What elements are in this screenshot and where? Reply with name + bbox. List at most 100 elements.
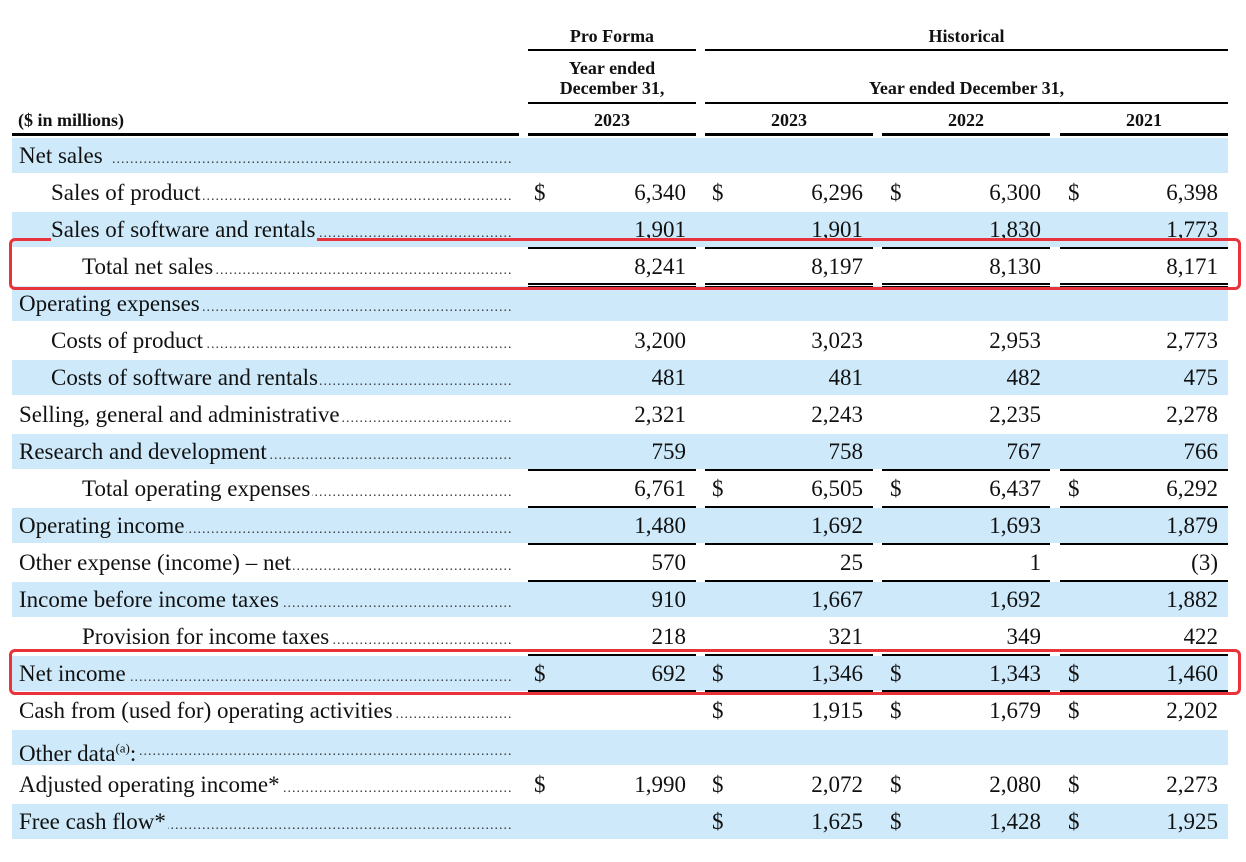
pf-year-line2: December 31, [559,78,665,98]
col-header-2021: 2021 [1126,110,1162,130]
cell-pf: 2,321 [634,402,686,427]
header-underline-2022 [882,133,1050,136]
cell-pf: 692 [651,661,687,686]
cell-h23: 3,023 [811,328,863,353]
historical-header: Historical [928,26,1005,46]
row-label-text: Cash from (used for) operating activitie… [19,698,393,723]
table-row: ........................................… [12,693,1228,728]
rule-net-income-a-0 [528,690,696,692]
rule-income-before-tax-2 [882,580,1050,582]
row-label-text: Costs of product [51,328,204,353]
cell-pf: 570 [651,550,687,575]
currency-symbol: $ [1068,809,1080,834]
cell-h23: 1,346 [811,661,863,686]
currency-symbol: $ [890,698,902,723]
currency-symbol: $ [534,180,546,205]
row-label-text: Net income [19,661,126,686]
dot-leader: ........................................… [112,189,512,204]
table-row: ........................................… [12,730,1228,765]
cell-h23: 1,915 [811,698,863,723]
row-label: Operating income [19,508,187,543]
currency-symbol: $ [1068,476,1080,501]
currency-symbol: $ [534,661,546,686]
highlight-net-income [9,649,1241,695]
cell-h22: 1,679 [989,698,1041,723]
cell-pf: 1,990 [634,772,686,797]
subtotal-rule-net-sales-2 [882,247,1050,249]
table-row: ........................................… [12,804,1228,839]
row-label-text: Other expense (income) – net [19,550,292,575]
rule-provision-2 [882,654,1050,656]
header-underline-2023 [705,133,873,136]
currency-symbol: $ [890,772,902,797]
col-header-pf-2023: 2023 [594,110,630,130]
pf-year-rule [528,102,696,104]
rule-other-expense-0 [528,543,696,545]
table-row: ........................................… [12,619,1228,654]
row-label: Net income [19,656,128,691]
rule-income-before-tax-0 [528,580,696,582]
cell-h23: 481 [828,365,864,390]
row-label-text: Other data [19,740,116,765]
rule-provision-3 [1060,654,1228,656]
rule-operating-income-0 [528,506,696,508]
row-label: Selling, general and administrative [19,397,342,432]
cell-h21: 422 [1183,624,1219,649]
total-rule-net-sales-a-0 [528,283,696,285]
header-underline-2021 [1060,133,1228,136]
table-row: ........................................… [12,508,1228,543]
cell-pf: 3,200 [634,328,686,353]
highlight-total-net-sales [9,238,1241,290]
row-label: Research and development [19,434,269,469]
cell-h22: 6,437 [989,476,1041,501]
row-label-text: Operating income [19,513,185,538]
currency-symbol: $ [712,476,724,501]
currency-symbol: $ [1068,180,1080,205]
table-row: ........................................… [12,138,1228,173]
subtotal-rule-opex-3 [1060,469,1228,471]
row-label-text: Costs of software and rentals [51,365,318,390]
row-label: Total net sales [82,249,216,284]
rule-net-income-a-3 [1060,690,1228,692]
row-label: Other expense (income) – net [19,545,294,580]
row-label-text: Total net sales [82,254,214,279]
cell-h21: 475 [1183,365,1219,390]
cell-h23: 6,505 [811,476,863,501]
row-label-text: Income before income taxes [19,587,279,612]
cell-h21: 2,773 [1166,328,1218,353]
row-label: Adjusted operating income* [19,767,282,802]
cell-h23: 321 [828,624,864,649]
row-label: Cash from (used for) operating activitie… [19,693,395,728]
cell-h21: 2,202 [1166,698,1218,723]
subtotal-rule-opex-1 [705,469,873,471]
cell-h21: 1,460 [1166,661,1218,686]
table-row: ........................................… [12,323,1228,358]
table-row: ........................................… [12,656,1228,691]
dot-leader: ........................................… [112,744,512,759]
cell-h23: 1,901 [811,217,863,242]
header-underline-label [12,133,519,136]
cell-h22: 2,080 [989,772,1041,797]
rule-income-before-tax-1 [705,580,873,582]
currency-symbol: $ [534,772,546,797]
cell-h21: 766 [1183,439,1219,464]
rule-income-before-tax-3 [1060,580,1228,582]
cell-pf: 218 [651,624,687,649]
subtotal-rule-opex-0 [528,469,696,471]
row-label: Costs of product [51,323,206,358]
currency-symbol: $ [1068,772,1080,797]
currency-symbol: $ [890,661,902,686]
pf-year-line1: Year ended [568,58,656,78]
row-label-text: Free cash flow* [19,809,166,834]
cell-pf: 1,480 [634,513,686,538]
cell-h23: 8,197 [811,254,863,279]
currency-symbol: $ [890,180,902,205]
currency-symbol: $ [1068,661,1080,686]
total-rule-net-sales-a-1 [705,283,873,285]
dot-leader: ........................................… [112,337,512,352]
historical-rule [705,49,1228,51]
cell-h22: 767 [1006,439,1042,464]
currency-symbol: $ [890,809,902,834]
dot-leader: ........................................… [112,152,512,167]
hist-year-label: Year ended December 31, [868,78,1065,98]
